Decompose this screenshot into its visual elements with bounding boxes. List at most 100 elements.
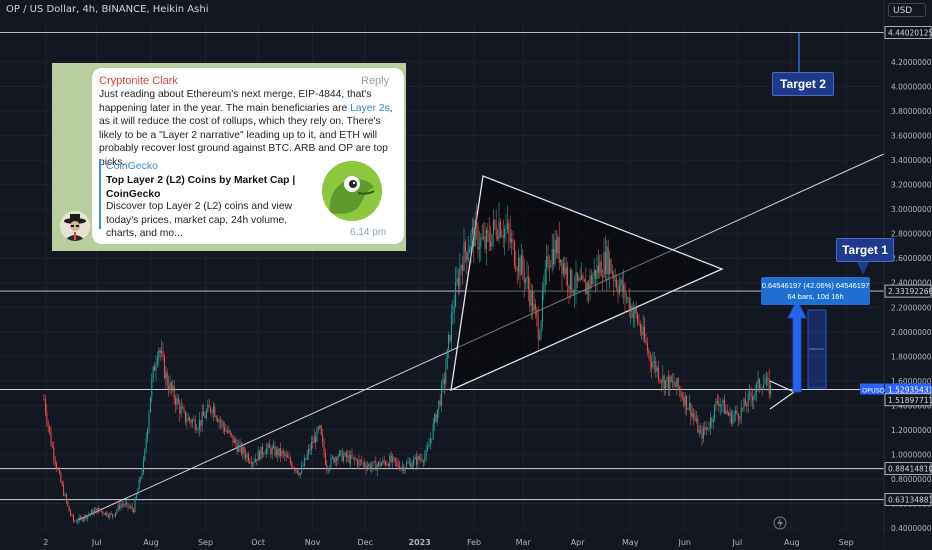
candle-body bbox=[247, 454, 249, 462]
candle-body bbox=[64, 494, 66, 496]
candle-body bbox=[735, 410, 737, 415]
y-tick-label: 2.60000000 bbox=[891, 254, 932, 263]
candle-body bbox=[231, 433, 233, 435]
candle-body bbox=[184, 411, 186, 422]
y-tick-label: 0.80000000 bbox=[891, 475, 932, 484]
candle-body bbox=[82, 518, 84, 521]
candle-body bbox=[750, 392, 752, 398]
candle-body bbox=[442, 378, 444, 384]
candle-body bbox=[561, 259, 563, 274]
level-label-box bbox=[884, 284, 932, 298]
candle-body bbox=[49, 426, 51, 432]
candle-body bbox=[628, 297, 630, 312]
candle-body bbox=[477, 225, 479, 250]
candle-body bbox=[74, 520, 76, 522]
y-tick-label: 0.40000000 bbox=[891, 524, 932, 533]
candle-body bbox=[43, 399, 45, 401]
candle-body bbox=[238, 445, 240, 452]
candle-body bbox=[330, 457, 332, 468]
candle-body bbox=[239, 443, 241, 446]
candle-body bbox=[673, 381, 675, 386]
target-1-pointer bbox=[856, 260, 870, 275]
candle-body bbox=[511, 239, 513, 243]
candle-body bbox=[361, 460, 363, 463]
link-preview-site[interactable]: CoinGecko bbox=[106, 160, 158, 172]
candle-body bbox=[278, 448, 280, 456]
candle-body bbox=[491, 233, 493, 247]
sender-name[interactable]: Cryptonite Clark bbox=[99, 75, 178, 87]
candle-body bbox=[683, 398, 685, 406]
candle-body bbox=[693, 413, 695, 417]
candle-body bbox=[137, 489, 139, 495]
link-preview-title[interactable]: Top Layer 2 (L2) Coins by Market Cap | C… bbox=[106, 175, 296, 200]
candle-body bbox=[743, 399, 745, 408]
candle-body bbox=[481, 237, 483, 239]
candle-body bbox=[624, 284, 626, 299]
candle-body bbox=[306, 454, 308, 460]
candle-body bbox=[599, 261, 601, 273]
candle-body bbox=[659, 379, 661, 381]
candle-body bbox=[708, 428, 710, 430]
candle-body bbox=[149, 396, 151, 413]
candle-body bbox=[196, 429, 198, 431]
candle-body bbox=[555, 240, 557, 254]
candle-body bbox=[562, 263, 564, 274]
y-tick-label: 1.20000000 bbox=[891, 426, 932, 435]
x-tick-label: 2023 bbox=[409, 538, 431, 547]
candle-body bbox=[189, 417, 191, 421]
layer2-link[interactable]: Layer 2s bbox=[350, 102, 390, 114]
candle-body bbox=[672, 381, 674, 383]
candle-body bbox=[411, 464, 413, 468]
secondary-price-box bbox=[884, 393, 932, 407]
candle-body bbox=[439, 400, 441, 406]
candle-body bbox=[725, 410, 727, 414]
candle-body bbox=[119, 505, 121, 509]
candle-body bbox=[337, 456, 339, 461]
candle-body bbox=[408, 462, 410, 463]
candle-body bbox=[113, 515, 115, 517]
y-tick-label: 2.00000000 bbox=[891, 328, 932, 337]
coingecko-logo-icon[interactable] bbox=[322, 161, 382, 221]
candle-body bbox=[210, 406, 212, 412]
candle-body bbox=[438, 400, 440, 410]
candle-body bbox=[331, 457, 333, 458]
candle-body bbox=[114, 512, 116, 516]
secondary-price-label: 1.51897711 bbox=[888, 396, 932, 405]
candle-body bbox=[585, 281, 587, 295]
candle-body bbox=[449, 334, 451, 342]
candle-body bbox=[508, 223, 510, 233]
candle-body bbox=[680, 390, 682, 397]
candle-body bbox=[473, 227, 475, 247]
target-1-label: Target 1 bbox=[836, 238, 894, 262]
target-2-label: Target 2 bbox=[772, 72, 834, 96]
candle-body bbox=[245, 453, 247, 458]
candle-body bbox=[246, 454, 248, 458]
x-tick-label: Sep bbox=[198, 538, 213, 547]
candle-body bbox=[522, 255, 524, 271]
candle-body bbox=[205, 411, 207, 418]
candle-body bbox=[369, 464, 371, 470]
candle-body bbox=[305, 458, 307, 460]
reply-button[interactable]: Reply bbox=[361, 75, 390, 87]
candle-body bbox=[617, 287, 619, 293]
link-preview-bar bbox=[99, 159, 101, 229]
candle-body bbox=[662, 375, 664, 382]
candle-body bbox=[544, 268, 546, 286]
candle-body bbox=[576, 272, 578, 281]
currency-button[interactable]: USD bbox=[888, 3, 926, 17]
candle-body bbox=[112, 514, 114, 517]
candle-body bbox=[130, 506, 132, 508]
candle-body bbox=[736, 410, 738, 415]
candle-body bbox=[413, 459, 415, 465]
candle-body bbox=[754, 392, 756, 396]
candle-body bbox=[390, 455, 392, 462]
candle-body bbox=[532, 291, 534, 312]
candle-body bbox=[274, 445, 276, 456]
candle-body bbox=[422, 461, 424, 462]
candle-body bbox=[135, 494, 137, 500]
candle-body bbox=[569, 269, 571, 290]
candle-body bbox=[347, 455, 349, 458]
candle-body bbox=[204, 416, 206, 418]
candle-body bbox=[169, 382, 171, 391]
candle-body bbox=[340, 450, 342, 452]
